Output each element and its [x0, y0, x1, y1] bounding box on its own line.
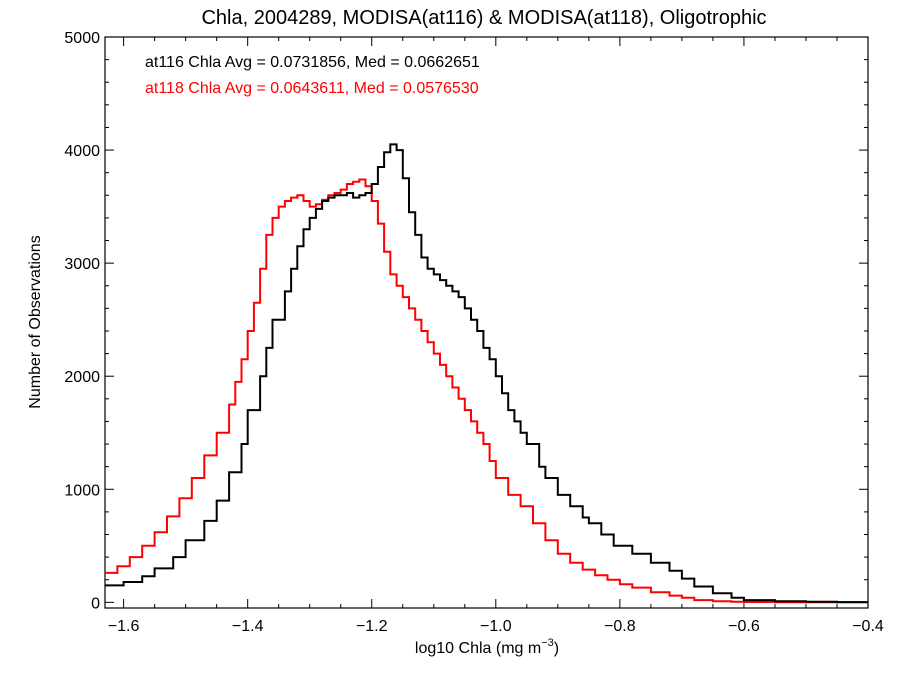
x-tick-label: −1.0: [480, 618, 512, 635]
chart-title: Chla, 2004289, MODISA(at116) & MODISA(at…: [201, 7, 766, 29]
x-tick-label: −1.4: [232, 618, 264, 635]
x-axis-ticks: −1.6 −1.4 −1.2 −1.0 −0.8 −0.6 −0.4: [108, 37, 884, 635]
y-tick-label: 2000: [64, 369, 100, 386]
x-tick-label: −0.6: [728, 618, 760, 635]
y-tick-label: 5000: [64, 30, 100, 47]
x-axis-title-superscript: −3: [541, 637, 554, 649]
x-tick-label: −1.2: [356, 618, 388, 635]
plot-frame: [104, 36, 869, 609]
annotation-at116: at116 Chla Avg = 0.0731856, Med = 0.0662…: [145, 54, 480, 71]
y-tick-label: 0: [91, 595, 100, 612]
x-axis-title-main: log10 Chla (mg m: [415, 640, 541, 657]
annotation-at118: at118 Chla Avg = 0.0643611, Med = 0.0576…: [145, 80, 479, 97]
y-axis-title: Number of Observations: [27, 235, 44, 408]
y-tick-label: 3000: [64, 256, 100, 273]
y-tick-label: 1000: [64, 482, 100, 499]
x-tick-label: −0.8: [604, 618, 636, 635]
x-axis-title-close: ): [554, 640, 559, 657]
x-tick-label: −1.6: [108, 618, 140, 635]
series-at118-histogram: [105, 178, 868, 604]
series-layer: [105, 143, 868, 604]
y-axis-ticks: 0 1000 2000 3000 4000 5000: [64, 30, 868, 612]
x-tick-label: −0.4: [852, 618, 884, 635]
series-at116-histogram: [105, 143, 868, 604]
y-tick-label: 4000: [64, 143, 100, 160]
x-axis-title: log10 Chla (mg m−3): [415, 637, 559, 657]
